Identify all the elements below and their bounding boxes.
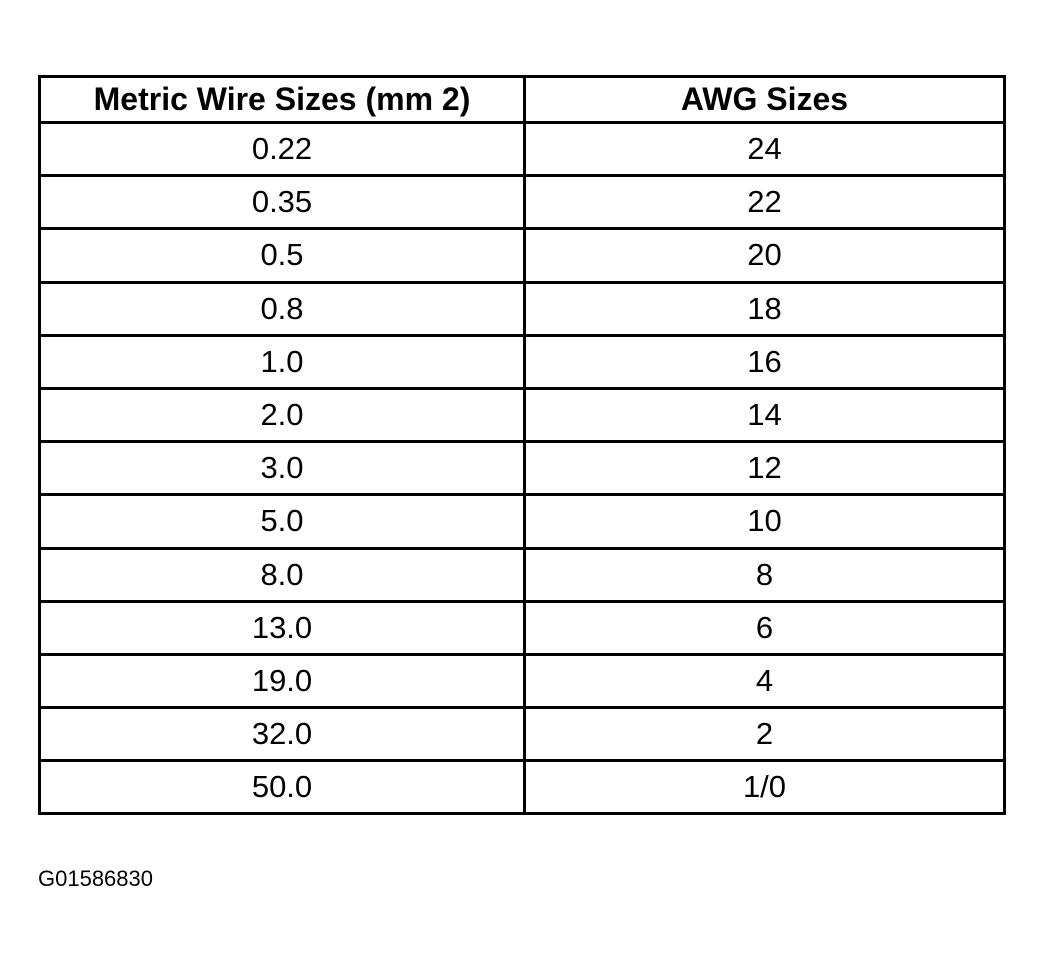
table-row: 2.0 14	[38, 386, 1006, 444]
table-cell: 3.0	[38, 440, 526, 497]
table-cell: 24	[523, 120, 1006, 178]
table-cell: 19.0	[38, 652, 526, 710]
table-row: 8.0 8	[38, 546, 1006, 603]
table-row: 0.22 24	[38, 120, 1006, 178]
table-cell: 10	[523, 493, 1006, 550]
table-cell: 0.22	[38, 120, 526, 178]
table-cell: 0.35	[38, 174, 526, 231]
header-row: Metric Wire Sizes (mm 2) AWG Sizes	[38, 75, 1006, 124]
table-cell: 22	[523, 174, 1006, 231]
table-cell: 6	[523, 599, 1006, 656]
header-cell: AWG Sizes	[523, 75, 1006, 124]
table-cell: 20	[523, 227, 1006, 284]
table-cell: 14	[523, 386, 1006, 444]
table-cell: 0.5	[38, 227, 526, 284]
table-row: 32.0 2	[38, 706, 1006, 763]
table-row: 19.0 4	[38, 652, 1006, 710]
table-cell: 12	[523, 440, 1006, 497]
table-cell: 1/0	[523, 759, 1006, 816]
table-row: 3.0 12	[38, 440, 1006, 497]
table-row: 1.0 16	[38, 333, 1006, 390]
table-cell: 8	[523, 546, 1006, 603]
header-cell: Metric Wire Sizes (mm 2)	[38, 75, 526, 124]
table-cell: 18	[523, 280, 1006, 337]
table-cell: 0.8	[38, 280, 526, 337]
table-row: 13.0 6	[38, 599, 1006, 656]
table-row: 0.8 18	[38, 280, 1006, 337]
table-row: 5.0 10	[38, 493, 1006, 550]
table-cell: 8.0	[38, 546, 526, 603]
table-header: Metric Wire Sizes (mm 2) AWG Sizes	[38, 75, 1006, 124]
table-row: 0.5 20	[38, 227, 1006, 284]
table-cell: 50.0	[38, 759, 526, 816]
table-cell: 5.0	[38, 493, 526, 550]
table-cell: 4	[523, 652, 1006, 710]
table-cell: 2.0	[38, 386, 526, 444]
table-cell: 32.0	[38, 706, 526, 763]
table-cell: 13.0	[38, 599, 526, 656]
figure-id: G01586830	[38, 866, 153, 891]
table-row: 50.0 1/0	[38, 759, 1006, 816]
table-body: 0.22 24 0.35 22 0.5 20 0.8 18 1.0 16 2.0 14 3.0 12 5.0…	[38, 120, 1006, 816]
table-cell: 16	[523, 333, 1006, 390]
wire-size-table: Metric Wire Sizes (mm 2) AWG Sizes 0.22 2…	[38, 75, 1006, 816]
table-row: 0.35 22	[38, 174, 1006, 231]
table-cell: 1.0	[38, 333, 526, 390]
table-cell: 2	[523, 706, 1006, 763]
